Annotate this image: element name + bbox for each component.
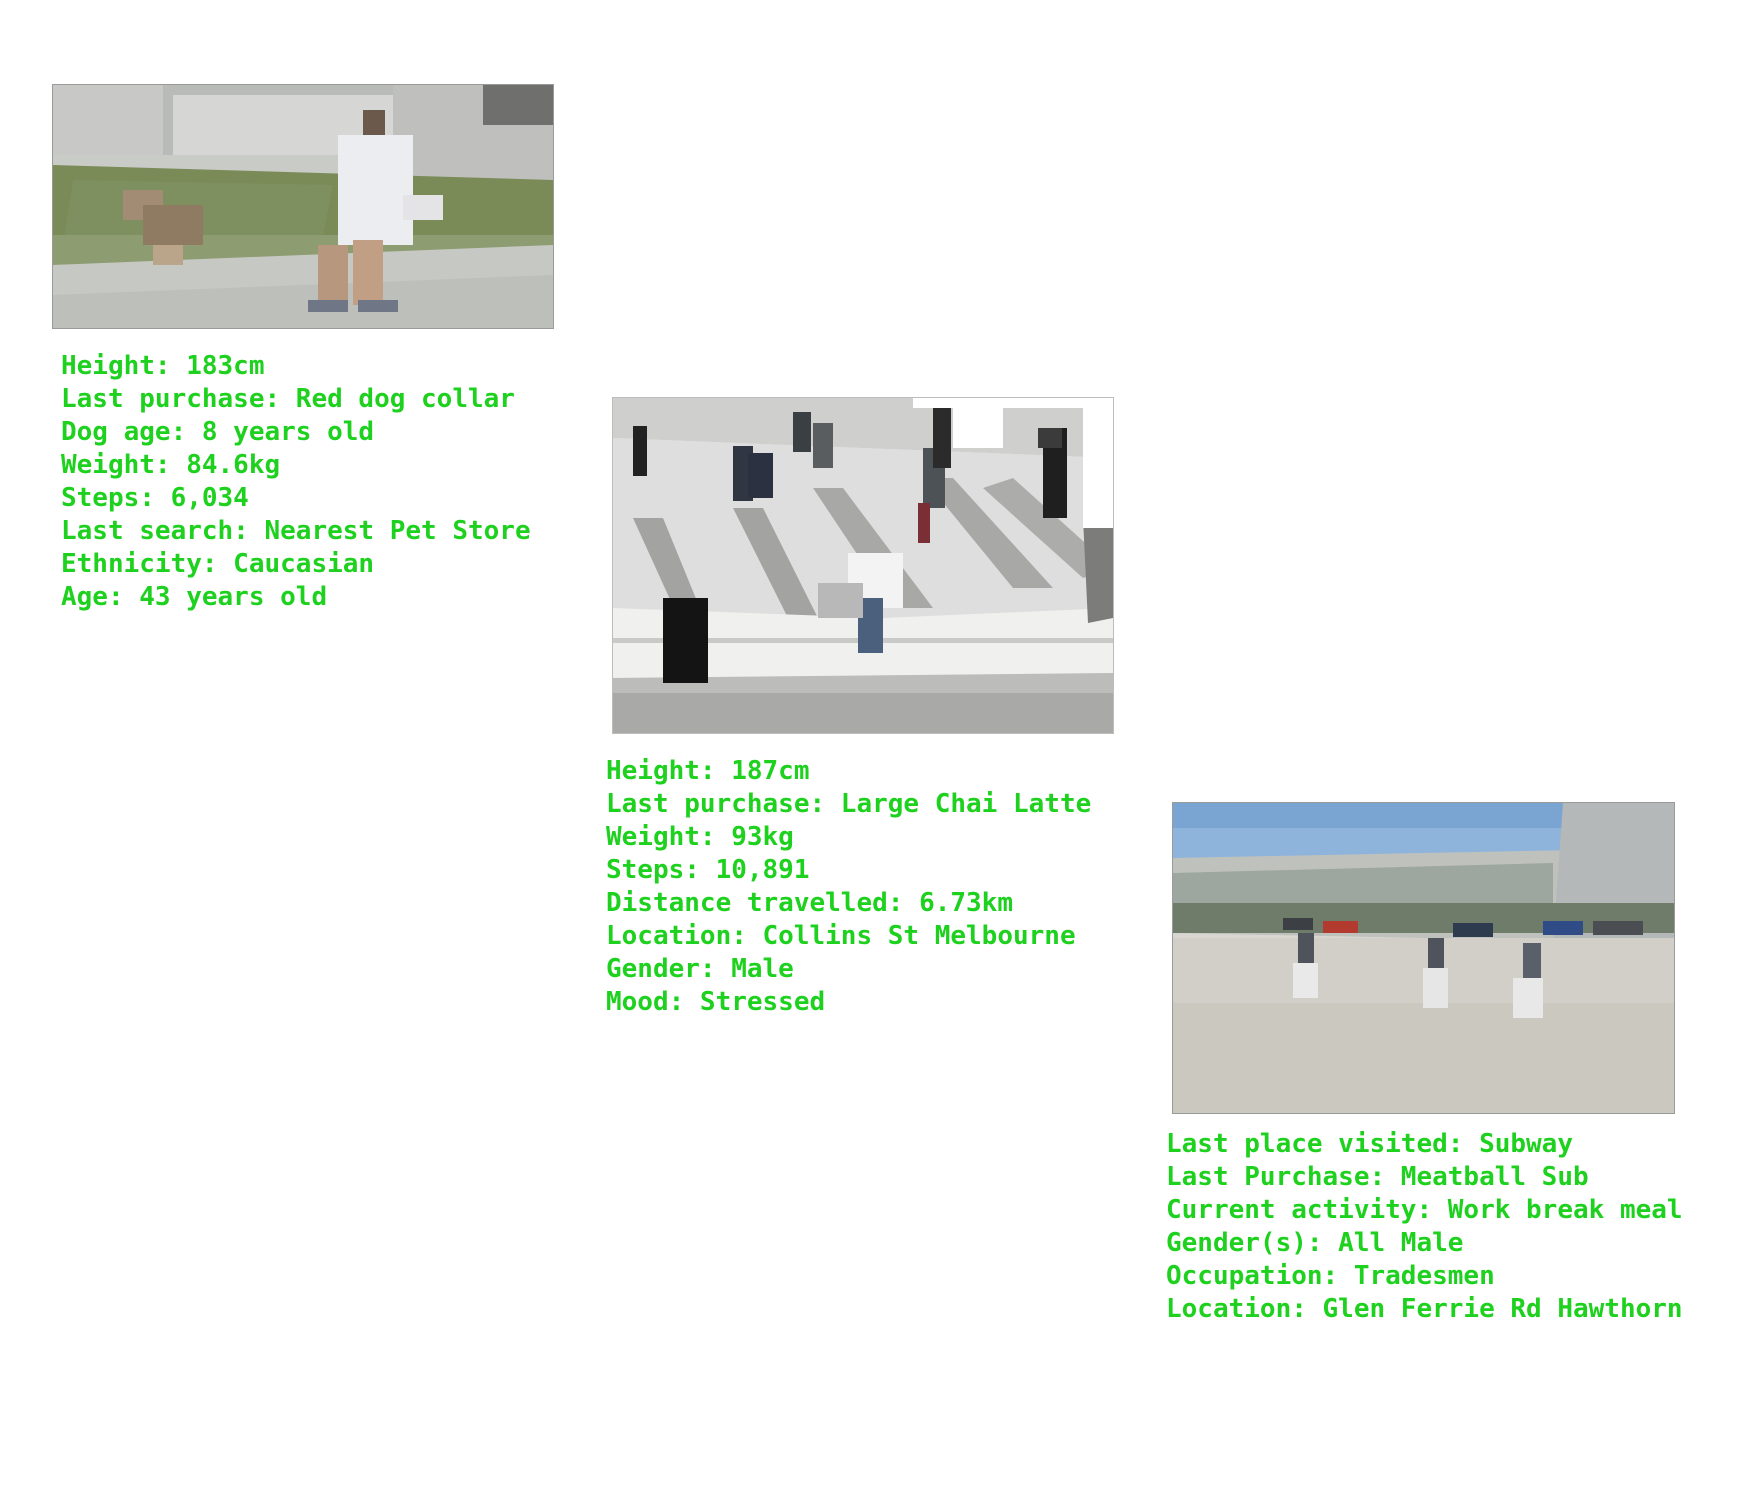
photo-pedestrians-street xyxy=(612,397,1114,734)
detail-line: Last search: Nearest Pet Store xyxy=(61,516,531,546)
detail-line: Height: 187cm xyxy=(606,756,810,786)
photo-three-workers-plaza xyxy=(1172,802,1675,1114)
photo-man-walking-dog xyxy=(52,84,554,329)
detail-line: Last Purchase: Meatball Sub xyxy=(1166,1162,1589,1192)
profile-details-list-2: Height: 187cm Last purchase: Large Chai … xyxy=(606,755,1091,1019)
detail-line: Height: 183cm xyxy=(61,351,265,381)
detail-line: Gender(s): All Male xyxy=(1166,1228,1464,1258)
detail-line: Weight: 93kg xyxy=(606,822,794,852)
detail-line: Distance travelled: 6.73km xyxy=(606,888,1013,918)
plaza-photo-icon xyxy=(1173,803,1674,1113)
detail-line: Weight: 84.6kg xyxy=(61,450,281,480)
detail-line: Last purchase: Red dog collar xyxy=(61,384,515,414)
detail-line: Current activity: Work break meal xyxy=(1166,1195,1683,1225)
detail-line: Last purchase: Large Chai Latte xyxy=(606,789,1092,819)
street-photo-icon xyxy=(613,398,1113,733)
detail-line: Ethnicity: Caucasian xyxy=(61,549,375,579)
detail-line: Last place visited: Subway xyxy=(1166,1129,1573,1159)
detail-line: Age: 43 years old xyxy=(61,582,328,612)
pixelated-photo-icon xyxy=(53,85,553,328)
detail-line: Location: Glen Ferrie Rd Hawthorn xyxy=(1166,1294,1683,1324)
detail-line: Gender: Male xyxy=(606,954,794,984)
detail-line: Occupation: Tradesmen xyxy=(1166,1261,1495,1291)
detail-line: Mood: Stressed xyxy=(606,987,826,1017)
detail-line: Dog age: 8 years old xyxy=(61,417,375,447)
detail-line: Steps: 10,891 xyxy=(606,855,810,885)
profile-details-list-1: Height: 183cm Last purchase: Red dog col… xyxy=(61,350,531,614)
detail-line: Steps: 6,034 xyxy=(61,483,249,513)
profile-details-list-3: Last place visited: Subway Last Purchase… xyxy=(1166,1128,1683,1326)
detail-line: Location: Collins St Melbourne xyxy=(606,921,1076,951)
